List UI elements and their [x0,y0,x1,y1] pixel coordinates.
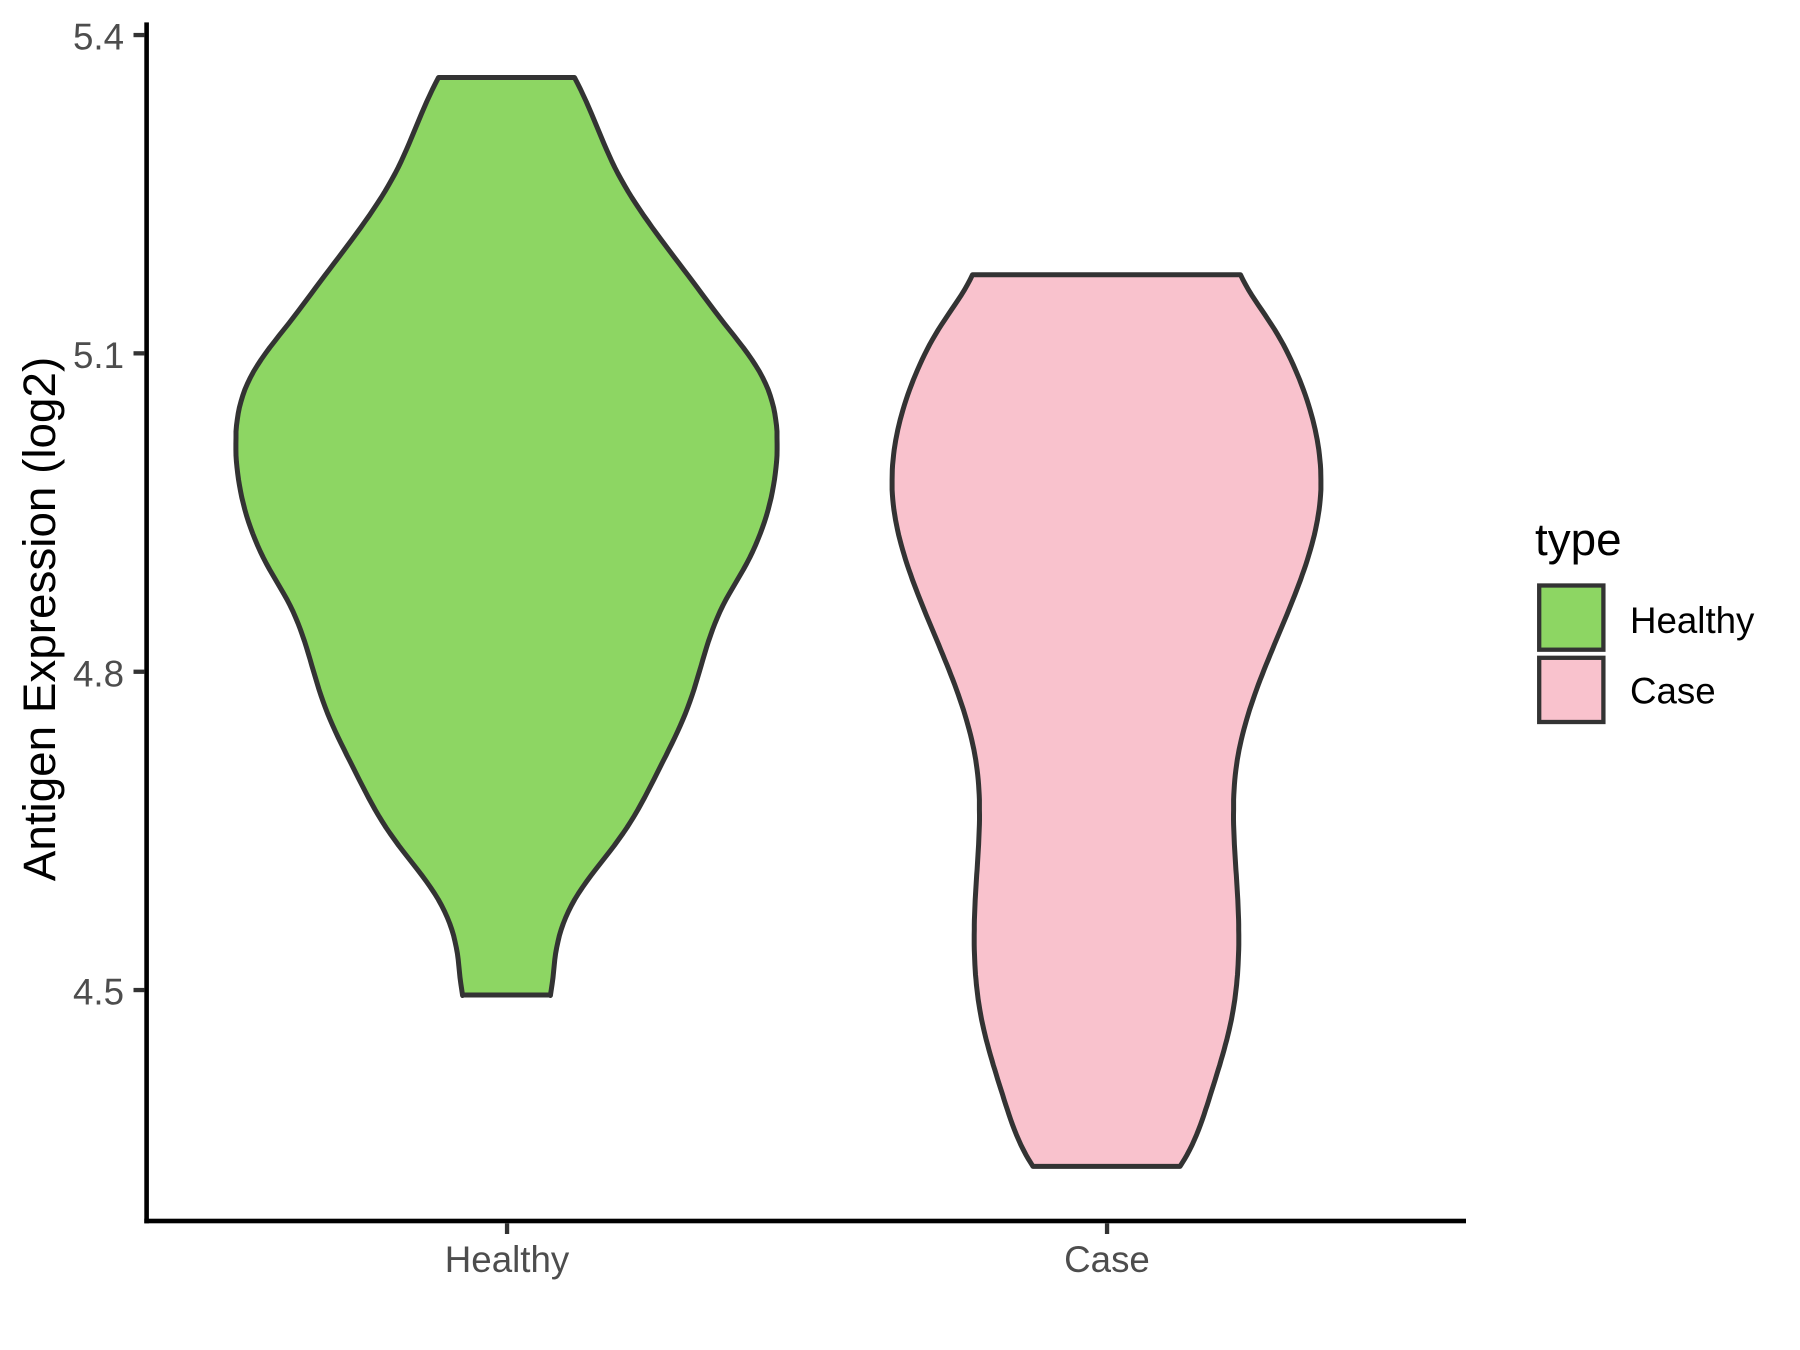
svg-text:4.8: 4.8 [73,653,124,694]
svg-text:5.1: 5.1 [73,335,124,376]
svg-text:Case: Case [1630,671,1716,712]
svg-text:Antigen Expression (log2): Antigen Expression (log2) [14,357,65,881]
svg-text:Healthy: Healthy [1630,600,1755,641]
svg-text:5.4: 5.4 [73,17,124,58]
svg-text:Case: Case [1064,1239,1150,1280]
svg-text:type: type [1535,514,1622,565]
svg-text:4.5: 4.5 [73,972,124,1013]
svg-text:Healthy: Healthy [445,1239,570,1280]
